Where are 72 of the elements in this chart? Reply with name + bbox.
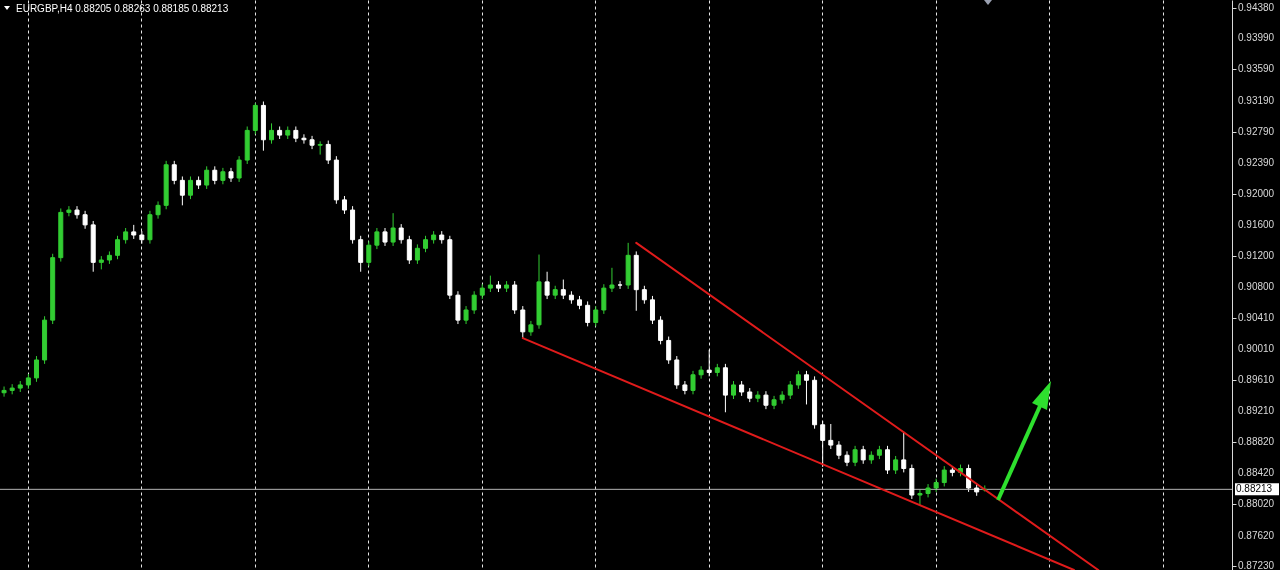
candlestick — [820, 420, 826, 468]
y-tick-label: 0.90010 — [1238, 343, 1275, 355]
candlestick — [204, 165, 210, 190]
candlestick — [844, 450, 850, 467]
candlestick — [617, 280, 623, 290]
candlestick — [544, 271, 550, 300]
y-tick-label: 0.93990 — [1238, 32, 1275, 44]
candlestick — [658, 315, 664, 345]
y-tick-label: 0.88020 — [1238, 498, 1275, 510]
candlestick — [74, 205, 80, 220]
ref-line-label: 0.88213 — [1236, 483, 1273, 495]
candlestick — [309, 135, 315, 150]
y-tick-label: 0.87230 — [1238, 560, 1275, 570]
y-tick-label: 0.92390 — [1238, 157, 1275, 169]
y-tick-label: 0.88420 — [1238, 467, 1275, 479]
candlestick — [520, 305, 526, 339]
candlestick — [301, 133, 307, 145]
candlestick — [852, 445, 858, 467]
chart-title: EURGBP,H4 0.88205 0.88263 0.88185 0.88213 — [16, 3, 229, 14]
candlestick — [366, 240, 372, 267]
candlestick — [471, 290, 477, 315]
candlestick — [560, 279, 566, 300]
candlestick — [649, 295, 655, 325]
candlestick — [1, 386, 7, 398]
candlestick — [682, 380, 688, 395]
candlestick — [398, 223, 404, 245]
candlestick — [941, 465, 947, 487]
candlestick — [33, 355, 39, 383]
candlestick — [528, 320, 534, 337]
candlestick — [317, 140, 323, 156]
candlestick — [925, 483, 931, 498]
y-tick-label: 0.88820 — [1238, 435, 1275, 447]
y-tick-label: 0.89210 — [1238, 405, 1275, 417]
candlestick — [966, 464, 972, 493]
candlestick — [698, 365, 704, 380]
y-tick-label: 0.93590 — [1238, 63, 1275, 75]
candlestick — [236, 155, 242, 183]
candlestick — [803, 370, 809, 405]
candlestick — [666, 336, 672, 365]
y-tick-label: 0.90410 — [1238, 311, 1275, 323]
candlestick — [593, 305, 599, 327]
candlestick — [179, 175, 185, 206]
y-tick-label: 0.90800 — [1238, 281, 1275, 293]
y-tick-label: 0.91600 — [1238, 218, 1275, 230]
candlestick — [187, 175, 193, 200]
y-tick-label: 0.92000 — [1238, 187, 1275, 199]
y-tick-label: 0.93190 — [1238, 94, 1275, 106]
candlestick — [374, 227, 380, 250]
candlestick — [358, 235, 364, 273]
candlestick — [406, 235, 412, 265]
candlestick — [917, 489, 923, 507]
candlestick — [414, 243, 420, 265]
candlestick — [690, 370, 696, 395]
candlestick — [269, 122, 275, 145]
y-tick-label: 0.92790 — [1238, 125, 1275, 137]
candlestick — [66, 205, 72, 217]
candlestick — [901, 431, 907, 473]
y-tick-label: 0.91200 — [1238, 250, 1275, 262]
candlestick — [115, 235, 121, 260]
y-tick-label: 0.94380 — [1238, 1, 1275, 13]
y-tick-label: 0.89610 — [1238, 374, 1275, 386]
candlestick — [171, 160, 177, 185]
candlestick — [585, 300, 591, 327]
candlestick — [885, 445, 891, 475]
candlestick — [601, 283, 607, 315]
y-tick-label: 0.87620 — [1238, 529, 1275, 541]
candlestick — [155, 200, 161, 220]
candlestick — [771, 395, 777, 410]
candlestick — [828, 423, 834, 450]
candlestick — [390, 212, 396, 247]
candlestick — [609, 267, 615, 293]
candlestick — [325, 140, 331, 165]
